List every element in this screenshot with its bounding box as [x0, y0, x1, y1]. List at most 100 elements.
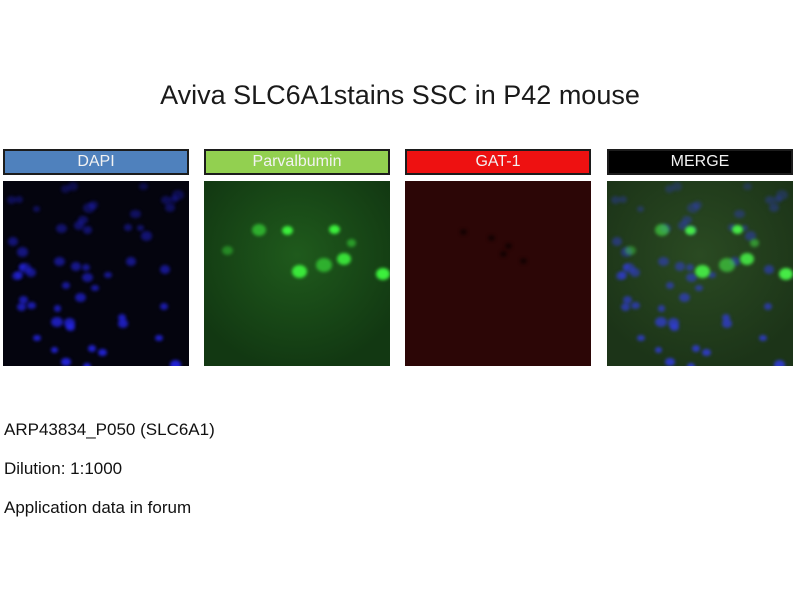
- nucleus: [118, 319, 129, 328]
- nucleus: [103, 271, 112, 279]
- nucleus: [25, 267, 37, 278]
- nucleus: [169, 195, 178, 203]
- nucleus: [768, 203, 780, 212]
- nucleus: [682, 215, 693, 225]
- nucleus: [67, 182, 78, 191]
- nucleus: [160, 265, 170, 274]
- nucleus: [75, 292, 87, 302]
- neuron: [282, 226, 293, 236]
- nucleus: [89, 201, 99, 209]
- neuron: [719, 258, 735, 272]
- nucleus: [655, 317, 667, 328]
- neuron: [329, 225, 340, 235]
- nucleus: [140, 231, 153, 241]
- neuron: [685, 226, 696, 236]
- nucleus: [694, 284, 703, 292]
- nucleus: [707, 271, 716, 279]
- neuron: [376, 268, 390, 280]
- gat1-micrograph: [405, 181, 591, 366]
- nucleus: [61, 185, 71, 193]
- nucleus: [82, 264, 91, 272]
- nucleus: [66, 323, 76, 332]
- nucleus: [776, 190, 788, 201]
- neuron: [625, 246, 636, 256]
- nucleus: [50, 346, 58, 353]
- nucleus: [16, 302, 27, 311]
- nucleus: [637, 334, 645, 341]
- neuron: [347, 239, 356, 247]
- nucleus: [82, 226, 93, 235]
- nucleus: [629, 267, 641, 278]
- nucleus: [82, 203, 95, 214]
- neuron: [292, 265, 307, 278]
- nucleus: [6, 196, 17, 205]
- nucleus: [691, 344, 700, 352]
- nucleus: [83, 363, 92, 366]
- nucleus: [61, 357, 71, 366]
- nucleus: [693, 201, 703, 209]
- caption-dilution: Dilution: 1:1000: [4, 459, 123, 478]
- neuron: [337, 253, 351, 265]
- neuron: [750, 239, 759, 247]
- nucleus: [123, 224, 132, 232]
- nucleus: [654, 346, 662, 353]
- nucleus: [70, 262, 81, 271]
- nucleus: [727, 224, 736, 232]
- neuron: [655, 224, 669, 236]
- nucleus: [78, 215, 89, 225]
- merge-micrograph: [607, 181, 793, 366]
- nucleus: [87, 344, 96, 352]
- nucleus: [686, 203, 699, 214]
- nucleus: [722, 319, 733, 328]
- nucleus: [90, 284, 99, 292]
- nucleus: [740, 224, 749, 232]
- nucleus: [677, 220, 689, 230]
- neuron: [252, 224, 266, 236]
- nucleus: [51, 317, 63, 328]
- nucleus: [169, 360, 182, 366]
- nucleus: [612, 237, 623, 246]
- nucleus: [16, 247, 29, 258]
- panel-label-gat1: GAT-1: [405, 149, 591, 175]
- nucleus: [764, 265, 774, 274]
- nucleus: [19, 262, 32, 273]
- nucleus: [743, 182, 753, 191]
- nucleus: [765, 195, 776, 204]
- nucleus: [667, 317, 680, 328]
- nucleus: [62, 282, 71, 289]
- neuron: [740, 253, 754, 265]
- nucleus: [159, 303, 168, 311]
- nucleus: [687, 363, 696, 366]
- nucleus: [670, 323, 680, 332]
- nucleus: [729, 257, 740, 266]
- figure-title: Aviva SLC6A1stains SSC in P42 mouse: [160, 80, 640, 110]
- nucleus: [773, 360, 786, 366]
- panel-parvalbumin: Parvalbumin: [204, 149, 390, 366]
- nucleus: [32, 206, 40, 213]
- nucleus: [620, 302, 631, 311]
- nucleus: [722, 313, 731, 321]
- nucleus: [56, 223, 68, 233]
- dark-spot: [460, 229, 467, 235]
- nucleus: [679, 292, 691, 302]
- nucleus: [164, 203, 176, 212]
- nucleus: [686, 264, 695, 272]
- panel-merge: MERGE: [607, 149, 793, 366]
- panel-dapi: DAPI: [3, 149, 189, 366]
- nucleus: [665, 185, 675, 193]
- nucleus: [81, 272, 94, 283]
- nucleus: [658, 257, 670, 267]
- nucleus: [666, 282, 675, 289]
- neuron: [695, 265, 710, 278]
- nucleus: [734, 209, 745, 219]
- dark-spot: [505, 243, 512, 249]
- nucleus: [702, 348, 712, 357]
- nucleus: [63, 317, 76, 328]
- nucleus: [623, 262, 636, 273]
- nucleus: [671, 182, 682, 191]
- nucleus: [18, 296, 28, 305]
- dark-spot: [500, 251, 507, 257]
- nucleus: [618, 271, 628, 279]
- nucleus: [622, 296, 632, 305]
- nucleus: [14, 271, 24, 279]
